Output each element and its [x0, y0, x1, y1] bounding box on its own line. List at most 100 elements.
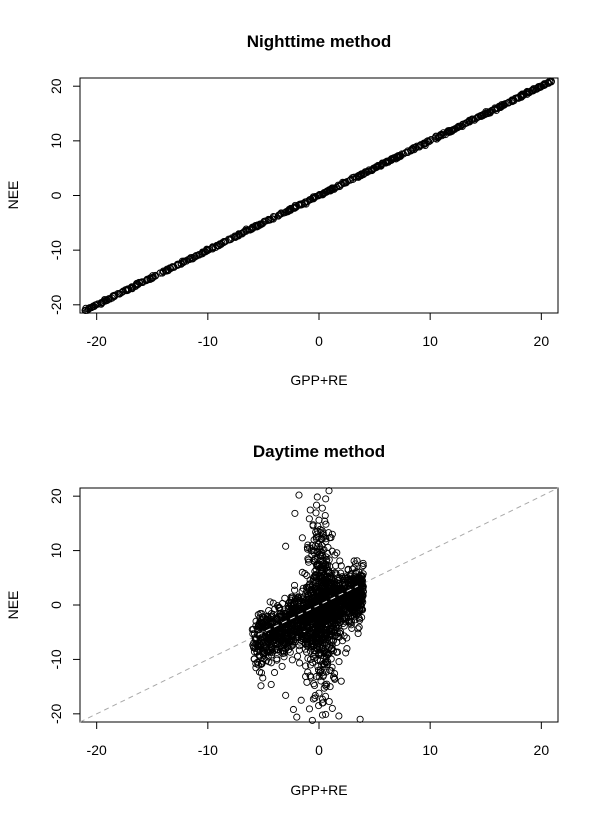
- scatter-point: [291, 599, 299, 607]
- scatter-point: [354, 607, 362, 615]
- scatter-point: [313, 614, 321, 622]
- scatter-point: [293, 202, 301, 210]
- scatter-point: [301, 597, 309, 605]
- scatter-point: [303, 642, 311, 650]
- scatter-point: [305, 705, 314, 713]
- scatter-point: [444, 128, 452, 136]
- scatter-point: [364, 167, 372, 176]
- scatter-point: [310, 548, 318, 557]
- scatter-point: [266, 619, 274, 628]
- scatter-point: [399, 150, 408, 158]
- scatter-point: [313, 656, 321, 664]
- x-tick-label: 10: [422, 333, 438, 349]
- scatter-point: [328, 588, 336, 596]
- scatter-point: [342, 599, 350, 607]
- scatter-point: [317, 552, 325, 560]
- scatter-point: [304, 555, 312, 563]
- scatter-point: [288, 656, 296, 664]
- scatter-point: [253, 635, 261, 643]
- scatter-point: [239, 229, 247, 237]
- scatter-point: [274, 212, 282, 220]
- scatter-point: [268, 648, 277, 656]
- scatter-point: [316, 625, 325, 633]
- scatter-point: [325, 487, 333, 495]
- scatter-point: [505, 98, 513, 106]
- scatter-point: [282, 542, 290, 550]
- scatter-point: [177, 259, 185, 267]
- scatter-point: [373, 163, 381, 171]
- scatter-point: [288, 640, 296, 648]
- chart-title: Daytime method: [253, 442, 385, 461]
- scatter-point: [302, 662, 310, 670]
- y-tick-label: 10: [48, 133, 64, 149]
- scatter-point: [329, 673, 338, 681]
- scatter-point: [286, 608, 294, 616]
- scatter-point: [318, 541, 326, 549]
- scatter-point: [408, 146, 416, 154]
- scatter-point: [359, 559, 367, 567]
- scatter-point: [304, 654, 312, 662]
- y-tick-label: -10: [48, 240, 64, 260]
- scatter-point: [257, 669, 266, 677]
- scatter-point: [124, 285, 132, 294]
- scatter-point: [213, 242, 221, 250]
- scatter-point: [286, 611, 294, 619]
- scatter-point: [346, 594, 354, 603]
- scatter-point: [306, 576, 314, 584]
- scatter-point: [284, 207, 292, 215]
- scatter-point: [284, 602, 292, 610]
- scatter-point: [256, 641, 264, 649]
- scatter-point: [517, 92, 525, 100]
- scatter-point: [358, 577, 366, 585]
- scatter-point: [302, 619, 310, 628]
- scatter-point: [353, 581, 361, 589]
- scatter-point: [195, 250, 203, 259]
- scatter-point: [426, 137, 434, 145]
- scatter-point: [345, 617, 353, 625]
- scatter-point: [273, 615, 281, 623]
- scatter-point: [284, 646, 292, 654]
- scatter-point: [261, 628, 269, 636]
- scatter-point: [279, 636, 287, 644]
- scatter-point: [320, 636, 328, 644]
- scatter-point: [337, 584, 345, 592]
- x-tick-label: -10: [198, 333, 218, 349]
- scatter-point: [105, 295, 113, 303]
- scatter-point: [312, 528, 320, 536]
- scatter-point: [481, 111, 489, 119]
- y-tick-label: -20: [48, 704, 64, 724]
- scatter-point: [350, 557, 358, 565]
- scatter-point: [152, 272, 160, 280]
- scatter-point: [510, 97, 518, 105]
- scatter-point: [227, 235, 235, 244]
- scatter-point: [306, 590, 314, 598]
- scatter-point: [309, 522, 317, 530]
- scatter-point: [328, 547, 336, 555]
- scatter-point: [491, 105, 499, 113]
- scatter-point: [322, 710, 330, 718]
- scatter-point: [356, 587, 365, 595]
- scatter-point: [316, 572, 324, 580]
- scatter-point: [255, 651, 263, 659]
- scatter-point: [337, 603, 345, 611]
- scatter-point: [337, 562, 345, 570]
- scatter-point: [257, 659, 265, 667]
- scatter-point: [270, 629, 279, 637]
- scatter-point: [278, 662, 286, 670]
- scatter-point: [348, 174, 356, 182]
- scatter-point: [321, 583, 329, 591]
- scatter-point: [302, 672, 310, 680]
- scatter-point: [264, 637, 272, 645]
- scatter-point: [322, 629, 331, 638]
- x-axis-label: GPP+RE: [290, 372, 347, 388]
- scatter-point: [312, 643, 320, 652]
- y-tick-label: 0: [48, 191, 64, 199]
- scatter-point: [311, 694, 319, 702]
- scatter-point: [318, 699, 326, 707]
- scatter-point: [327, 572, 335, 580]
- chart-title: Nighttime method: [247, 32, 392, 51]
- scatter-point: [331, 631, 339, 639]
- scatter-point: [313, 561, 321, 569]
- scatter-point: [279, 647, 287, 655]
- scatter-point: [257, 682, 265, 690]
